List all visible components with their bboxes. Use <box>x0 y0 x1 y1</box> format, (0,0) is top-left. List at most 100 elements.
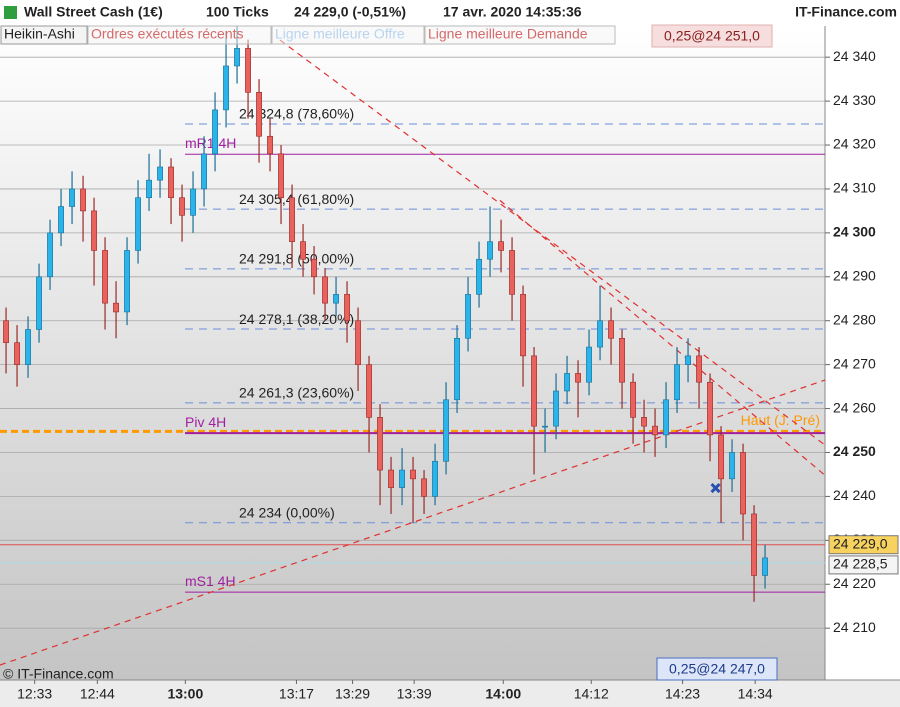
candle-body <box>366 364 372 418</box>
x-tick-label: 13:39 <box>397 686 432 702</box>
site: IT-Finance.com <box>795 4 897 20</box>
candle-body <box>553 390 559 427</box>
candle-body <box>344 294 350 322</box>
candle-body <box>630 381 636 418</box>
candle-body <box>223 65 229 111</box>
candle-body <box>663 399 669 436</box>
y-tick-label: 24 220 <box>833 575 876 591</box>
x-tick-label: 13:29 <box>335 686 370 702</box>
candle-body <box>542 425 548 428</box>
y-tick-label: 24 310 <box>833 180 876 196</box>
y-tick-label: 24 250 <box>833 443 876 459</box>
candle-body <box>707 381 713 436</box>
candle-body <box>3 320 9 343</box>
reference-label: Haut (J. Pré) <box>741 412 820 428</box>
candle-body <box>201 153 207 190</box>
toolbar-button[interactable] <box>87 25 272 45</box>
order-box <box>651 24 773 48</box>
order-box-label: 0,25@24 247,0 <box>669 661 765 677</box>
x-tick-label: 13:00 <box>167 686 203 702</box>
candle-body <box>597 320 603 348</box>
candle-body <box>278 153 284 199</box>
time-axis-panel <box>0 680 900 707</box>
candle-body <box>135 197 141 251</box>
toolbar-button[interactable] <box>271 25 425 45</box>
x-tick-label: 14:12 <box>574 686 609 702</box>
toolbar-label[interactable]: Heikin-Ashi <box>4 26 75 42</box>
candle-body <box>322 276 328 304</box>
candle-body <box>377 417 383 471</box>
order-box <box>656 657 778 681</box>
trendline <box>499 199 826 476</box>
candle-body <box>575 373 581 383</box>
candle-body <box>531 355 537 427</box>
candle-body <box>410 469 416 480</box>
candle-body <box>388 469 394 488</box>
y-tick-label: 24 270 <box>833 355 876 371</box>
candle-body <box>102 250 108 304</box>
toolbar-button[interactable] <box>424 25 616 45</box>
fib-label: 24 324,8 (78,60%) <box>239 106 354 122</box>
last-price: 24 229,0 (-0,51%) <box>294 4 406 20</box>
candle-body <box>190 188 196 216</box>
instrument: Wall Street Cash (1€) <box>24 4 163 20</box>
candle-body <box>124 250 130 313</box>
y-tick-label: 24 280 <box>833 311 876 327</box>
copyright: © IT-Finance.com <box>3 666 114 682</box>
candle-body <box>696 355 702 383</box>
candle-body <box>432 460 438 497</box>
toolbar-button[interactable] <box>0 25 88 45</box>
candle-body <box>465 294 471 339</box>
price-tag-label: 24 228,5 <box>833 556 888 572</box>
fib-label: 24 305,4 (61,80%) <box>239 191 354 207</box>
price-tag <box>828 535 899 555</box>
toolbar-label[interactable]: Ordres exécutés récents <box>91 26 244 42</box>
candle-body <box>586 346 592 383</box>
fib-label: 24 278,1 (38,20%) <box>239 311 354 327</box>
y-tick-label: 24 260 <box>833 399 876 415</box>
candle-body <box>740 452 746 515</box>
candle-body <box>487 241 493 260</box>
candle-body <box>14 342 20 365</box>
candle-body <box>718 434 724 480</box>
trade-marker <box>710 482 721 494</box>
toolbar-label[interactable]: Ligne meilleure Demande <box>428 26 588 42</box>
pivot-label: mS1 4H <box>185 573 236 589</box>
candle-body <box>520 294 526 357</box>
price-tag-label: 24 229,0 <box>833 535 888 551</box>
trendline <box>279 39 826 446</box>
pivot-label: mR1 4H <box>185 135 236 151</box>
pivot-label: Piv 4H <box>185 414 226 430</box>
candle-body <box>729 452 735 480</box>
candle-body <box>212 109 218 155</box>
candle-body <box>25 329 31 365</box>
candle-body <box>300 241 306 260</box>
candle-body <box>652 425 658 436</box>
candle-body <box>267 135 273 155</box>
candle-body <box>234 48 240 67</box>
y-tick-label: 24 300 <box>833 224 876 240</box>
candle-body <box>641 417 647 427</box>
candle-body <box>685 355 691 365</box>
header-bar <box>0 0 900 26</box>
toolbar-label[interactable]: Ligne meilleure Offre <box>275 26 405 42</box>
candle-body <box>36 276 42 330</box>
order-box-label: 0,25@24 251,0 <box>664 28 760 44</box>
y-tick-label: 24 320 <box>833 136 876 152</box>
candle-body <box>399 469 405 488</box>
fib-label: 24 291,8 (50,00%) <box>239 251 354 267</box>
status-icon <box>4 6 17 19</box>
candle-body <box>564 373 570 392</box>
interval: 100 Ticks <box>206 4 269 20</box>
candle-body <box>421 478 427 497</box>
candle-body <box>762 557 768 576</box>
date: 17 avr. 2020 14:35:36 <box>443 4 582 20</box>
candle-body <box>751 513 757 576</box>
x-tick-label: 14:00 <box>485 686 521 702</box>
x-tick-label: 14:23 <box>665 686 700 702</box>
y-tick-label: 24 240 <box>833 487 876 503</box>
x-tick-label: 12:44 <box>80 686 115 702</box>
candle-body <box>179 197 185 216</box>
candle-body <box>619 337 625 383</box>
